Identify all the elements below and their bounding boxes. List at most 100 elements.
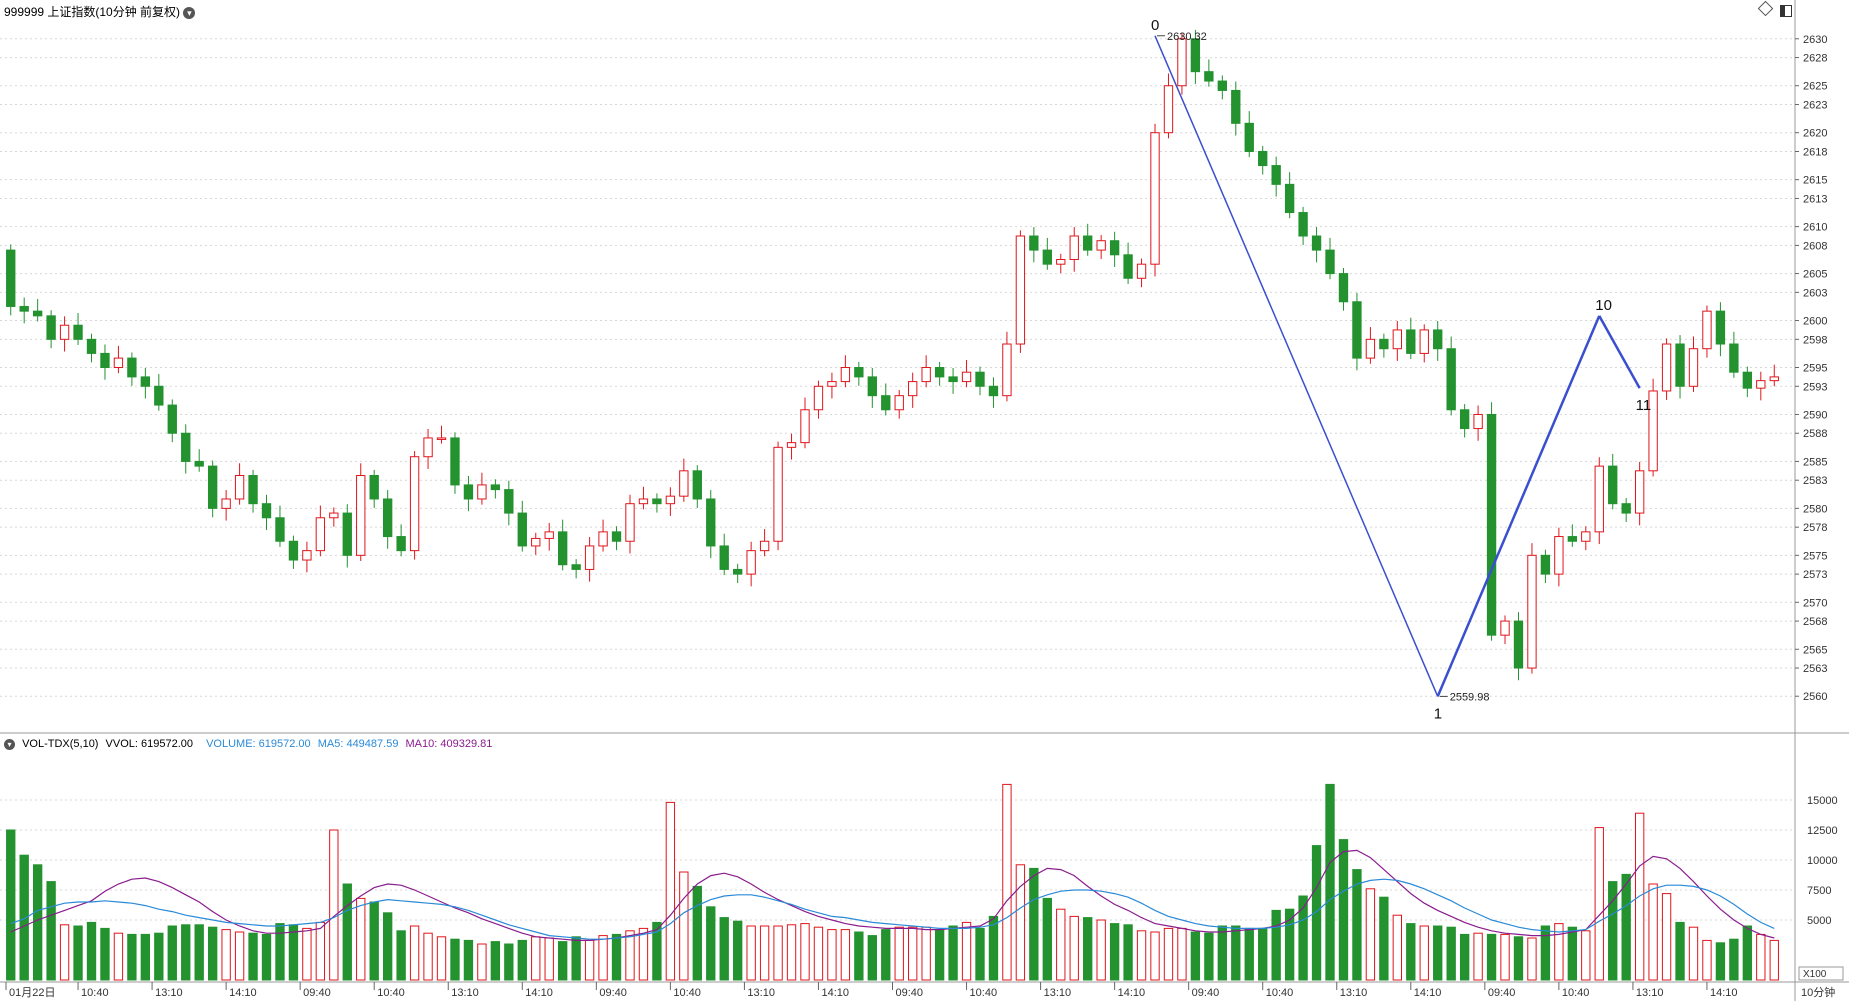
x-tick-label: 09:40 <box>599 987 627 999</box>
price-tick-label: 2598 <box>1803 334 1827 346</box>
wave-line <box>1154 35 1439 697</box>
volume-bar <box>759 925 770 981</box>
volume-bar <box>288 924 299 981</box>
volume-bar <box>1473 932 1483 981</box>
candle-body <box>382 498 393 538</box>
extreme-price-label: 2559.98 <box>1450 691 1490 703</box>
candle-body <box>1527 554 1537 669</box>
volume-bar <box>6 829 16 981</box>
volume-bar <box>894 926 904 981</box>
chevron-down-icon[interactable]: ▾ <box>4 738 15 750</box>
candle-body <box>746 550 756 575</box>
volume-bar <box>1688 926 1699 981</box>
volume-bar <box>1365 888 1376 981</box>
volume-bar <box>719 917 729 981</box>
candle-body <box>113 357 124 368</box>
volume-bar <box>342 883 352 981</box>
x-tick-label: 13:10 <box>155 987 183 999</box>
candle-body <box>288 540 299 561</box>
candle-body <box>234 475 245 500</box>
candle-body <box>1486 413 1497 636</box>
candle-body <box>558 531 568 566</box>
diamond-icon[interactable] <box>1757 0 1774 17</box>
volume-bar <box>1298 895 1308 981</box>
volume-bar <box>1459 933 1470 981</box>
volume-bar <box>86 921 97 981</box>
x-tick-label: 01月22日 <box>9 987 55 999</box>
volume-bar <box>1621 873 1631 981</box>
candle-body <box>1540 554 1551 575</box>
volume-bar <box>558 941 568 981</box>
volume-bar <box>382 912 393 981</box>
volume-bar <box>1769 939 1779 981</box>
candle-body <box>46 315 56 340</box>
x-tick-label: 13:10 <box>451 987 479 999</box>
candle-body <box>1217 80 1227 91</box>
candle-body <box>840 367 851 383</box>
x-tick-label: 13:10 <box>747 987 775 999</box>
candle-body <box>598 531 608 547</box>
wave-label: 0 <box>1151 17 1159 34</box>
volume-bar <box>692 885 702 981</box>
volume-bar <box>477 943 487 981</box>
price-tick-label: 2563 <box>1803 663 1827 675</box>
candle-body <box>1513 620 1524 669</box>
volume-bar <box>1379 896 1389 981</box>
price-tick-label: 2623 <box>1803 100 1827 112</box>
volume-bar <box>1284 908 1295 981</box>
chevron-down-icon[interactable]: ▾ <box>183 6 196 19</box>
candle-body <box>1742 371 1753 389</box>
volume-tick-label: 15000 <box>1807 795 1838 807</box>
x-tick-label: 13:10 <box>1636 987 1664 999</box>
candle-body <box>194 460 204 467</box>
candle-body <box>1311 235 1322 251</box>
candle-body <box>544 531 554 539</box>
price-tick-label: 2630 <box>1803 34 1827 46</box>
candle-body <box>1123 254 1133 279</box>
price-tick-label: 2583 <box>1803 475 1827 487</box>
price-tick-label: 2608 <box>1803 240 1827 252</box>
volume-bar <box>221 929 231 981</box>
candle-body <box>1042 249 1052 265</box>
volume-bar <box>1486 933 1497 981</box>
volume-bar <box>638 927 649 981</box>
x-tick-label: 14:10 <box>1118 987 1146 999</box>
symbol-title-bar[interactable]: 999999 上证指数(10分钟 前复权) ▾ <box>4 3 196 20</box>
x-tick-label: 14:10 <box>525 987 553 999</box>
candle-body <box>409 456 420 552</box>
candle-body <box>692 470 702 500</box>
x-tick-label: 09:40 <box>303 987 331 999</box>
volume-bar <box>652 921 662 981</box>
volume-bar <box>1231 925 1241 981</box>
volume-bar <box>194 924 204 981</box>
price-tick-label: 2570 <box>1803 597 1827 609</box>
candle-body <box>934 367 945 378</box>
legend-ma10: MA10: 409329.81 <box>405 738 493 750</box>
x-period-label: 10分钟 <box>1801 985 1835 999</box>
candle-body <box>1352 301 1362 359</box>
candle-body <box>894 395 904 411</box>
candle-body <box>584 545 595 570</box>
volume-bar <box>450 938 460 981</box>
candle-body <box>19 305 29 312</box>
volume-bar <box>1258 927 1268 981</box>
volume-bar <box>207 926 218 981</box>
volume-bar <box>1204 932 1214 981</box>
x-tick-label: 10:40 <box>1266 987 1294 999</box>
volume-bar <box>409 925 420 981</box>
candle-body <box>275 517 285 542</box>
volume-bar <box>1150 931 1160 981</box>
volume-bar <box>1190 931 1201 981</box>
volume-bar <box>1742 925 1753 981</box>
price-tick-label: 2610 <box>1803 222 1827 234</box>
volume-bar <box>773 925 783 981</box>
volume-bar <box>329 829 339 981</box>
volume-bar <box>854 931 864 981</box>
panel-toggle-icon[interactable] <box>1780 4 1793 17</box>
x-tick-label: 13:10 <box>1340 987 1368 999</box>
x-tick-label: 09:40 <box>1488 987 1516 999</box>
candle-body <box>1056 258 1066 265</box>
volume-bar <box>1217 925 1227 981</box>
x-tick-label: 09:40 <box>896 987 924 999</box>
